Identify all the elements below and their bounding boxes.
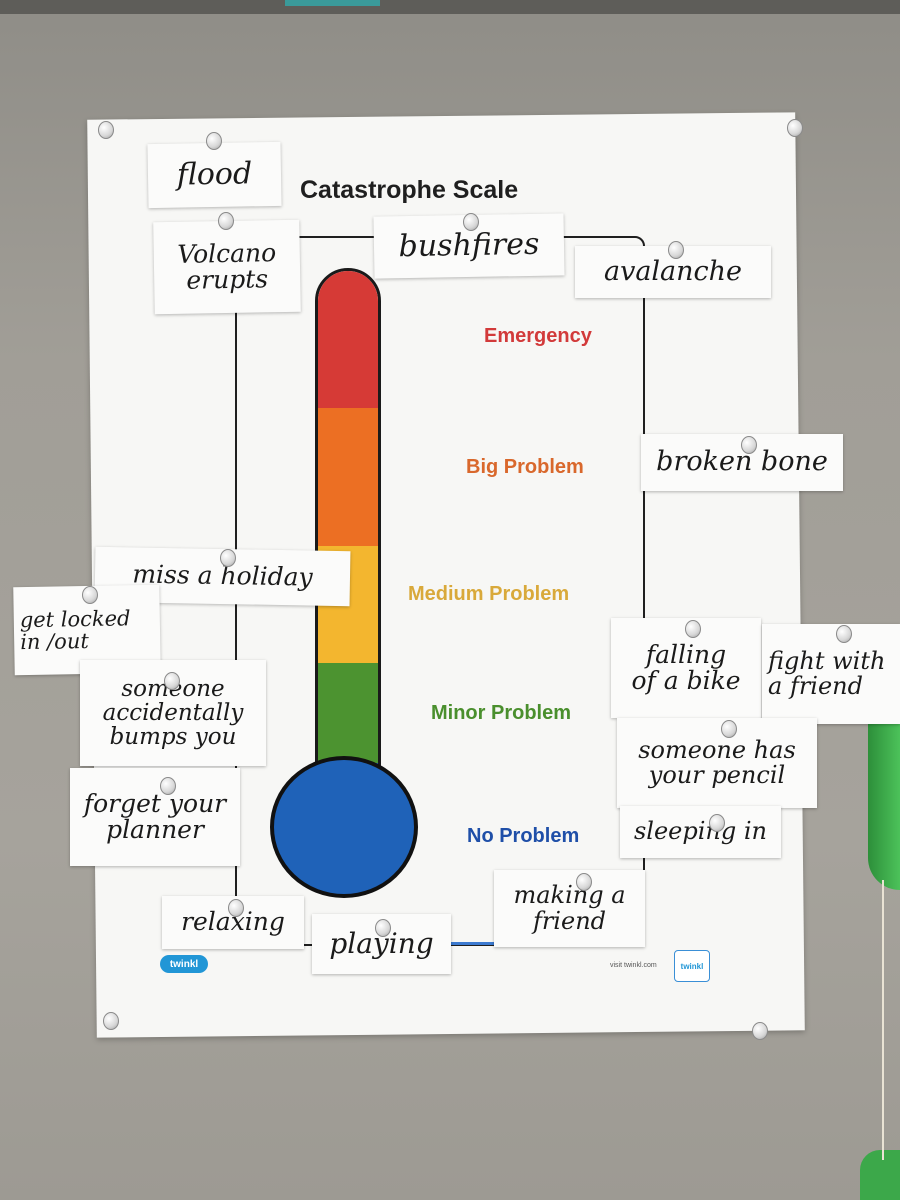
pushpin-icon [836, 625, 852, 643]
pushpin-icon [98, 121, 114, 139]
twinkl-logo-left: twinkl [160, 955, 208, 973]
footer-text: visit twinkl.com [610, 962, 657, 969]
green-decoration-bottom [860, 1150, 900, 1200]
card-forget-planner: forget your planner [70, 768, 240, 866]
level-medium-problem: Medium Problem [408, 583, 570, 605]
wall-teal-item [285, 0, 380, 6]
pushpin-icon [721, 720, 737, 738]
pushpin-icon [463, 213, 479, 231]
pushpin-icon [103, 1012, 119, 1030]
card-falling-bike: falling of a bike [611, 618, 761, 718]
pushpin-icon [164, 672, 180, 690]
level-big-problem: Big Problem [466, 456, 584, 478]
wall-top-strip [0, 0, 900, 14]
pushpin-icon [668, 241, 684, 259]
pushpin-icon [228, 899, 244, 917]
thermometer-orange-band [318, 408, 378, 546]
pushpin-icon [576, 873, 592, 891]
card-playing: playing [312, 914, 451, 974]
thermometer-green-band [318, 663, 378, 763]
thermometer-red-band [318, 271, 378, 408]
level-emergency: Emergency [484, 325, 592, 347]
level-minor-problem: Minor Problem [431, 702, 572, 724]
pushpin-icon [752, 1022, 768, 1040]
pushpin-icon [206, 132, 222, 150]
card-volcano: Volcano erupts [153, 219, 301, 315]
pushpin-icon [375, 919, 391, 937]
pushpin-icon [160, 777, 176, 795]
pushpin-icon [82, 586, 98, 604]
pushpin-icon [218, 212, 234, 230]
pushpin-icon [709, 814, 725, 832]
card-flood: flood [147, 141, 282, 209]
card-making-friend: making a friend [494, 870, 645, 947]
card-relaxing: relaxing [162, 896, 304, 949]
pushpin-icon [220, 549, 236, 567]
level-no-problem: No Problem [467, 825, 580, 847]
twinkl-logo-right: twinkl [674, 950, 710, 982]
thermometer-bulb [270, 756, 418, 898]
poster-title: Catastrophe Scale [300, 176, 519, 204]
pushpin-icon [787, 119, 803, 137]
pushpin-icon [685, 620, 701, 638]
card-sleeping-in: sleeping in [620, 806, 781, 858]
thermometer-tube [315, 268, 381, 768]
card-pencil: someone has your pencil [617, 718, 817, 808]
green-decoration [868, 700, 900, 890]
card-broken-bone: broken bone [641, 434, 843, 491]
pushpin-icon [741, 436, 757, 454]
card-fight-friend: fight with a friend [762, 624, 900, 724]
hanging-string [882, 880, 884, 1160]
